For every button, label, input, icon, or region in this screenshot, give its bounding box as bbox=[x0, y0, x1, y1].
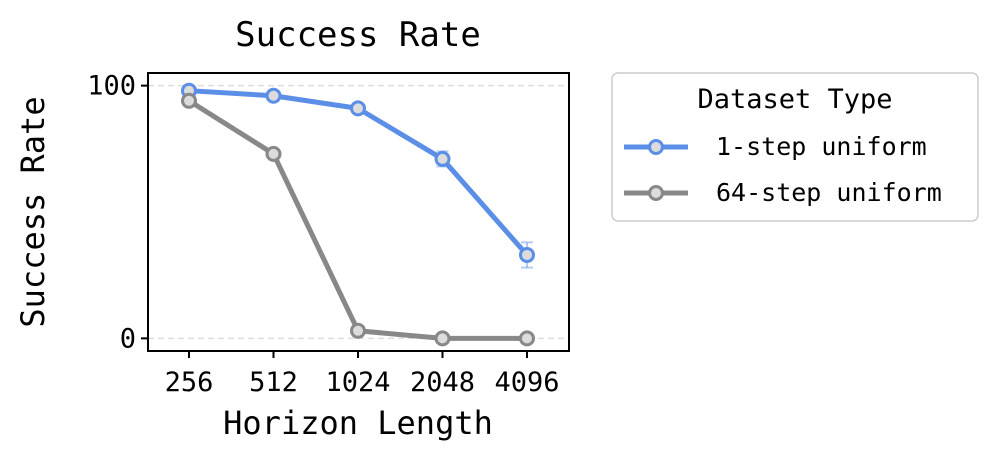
legend-box bbox=[611, 72, 979, 222]
x-tick-label: 4096 bbox=[494, 367, 559, 398]
data-point bbox=[519, 246, 535, 263]
y-tick-label: 0 bbox=[120, 323, 136, 354]
legend-entry: 1-step uniform bbox=[624, 132, 927, 161]
x-tick-label: 512 bbox=[249, 367, 298, 398]
grid bbox=[148, 84, 569, 340]
legend: Dataset Type 1-step uniform 64-step unifo… bbox=[611, 72, 979, 222]
data-point bbox=[434, 330, 451, 347]
legend-label: 64-step uniform bbox=[716, 178, 942, 207]
legend-title: Dataset Type bbox=[697, 84, 892, 115]
series-1 bbox=[181, 82, 535, 269]
legend-label: 1-step uniform bbox=[716, 132, 927, 161]
data-point bbox=[265, 87, 282, 104]
legend-entry: 64-step uniform bbox=[624, 178, 942, 207]
y-tick-label: 100 bbox=[87, 71, 136, 102]
series-layer bbox=[181, 82, 535, 347]
legend-marker bbox=[648, 185, 664, 201]
x-tick-label: 256 bbox=[165, 367, 214, 398]
data-point bbox=[181, 92, 197, 109]
legend-entries: 1-step uniform 64-step uniform bbox=[624, 132, 942, 207]
data-point bbox=[265, 145, 282, 162]
series-2 bbox=[181, 92, 535, 347]
x-axis-label: Horizon Length bbox=[223, 404, 493, 442]
y-axis: 0 100 bbox=[87, 71, 148, 354]
x-tick-label: 2048 bbox=[410, 367, 475, 398]
x-axis: 256 512 1024 2048 4096 bbox=[165, 351, 560, 398]
data-point bbox=[519, 330, 535, 347]
data-point bbox=[350, 322, 366, 339]
series-line bbox=[186, 98, 530, 341]
data-point bbox=[434, 150, 451, 167]
chart-title: Success Rate bbox=[235, 15, 481, 55]
x-tick-label: 1024 bbox=[325, 367, 390, 398]
legend-marker bbox=[648, 139, 664, 155]
data-point bbox=[350, 100, 366, 117]
y-axis-label: Success Rate bbox=[14, 96, 52, 327]
